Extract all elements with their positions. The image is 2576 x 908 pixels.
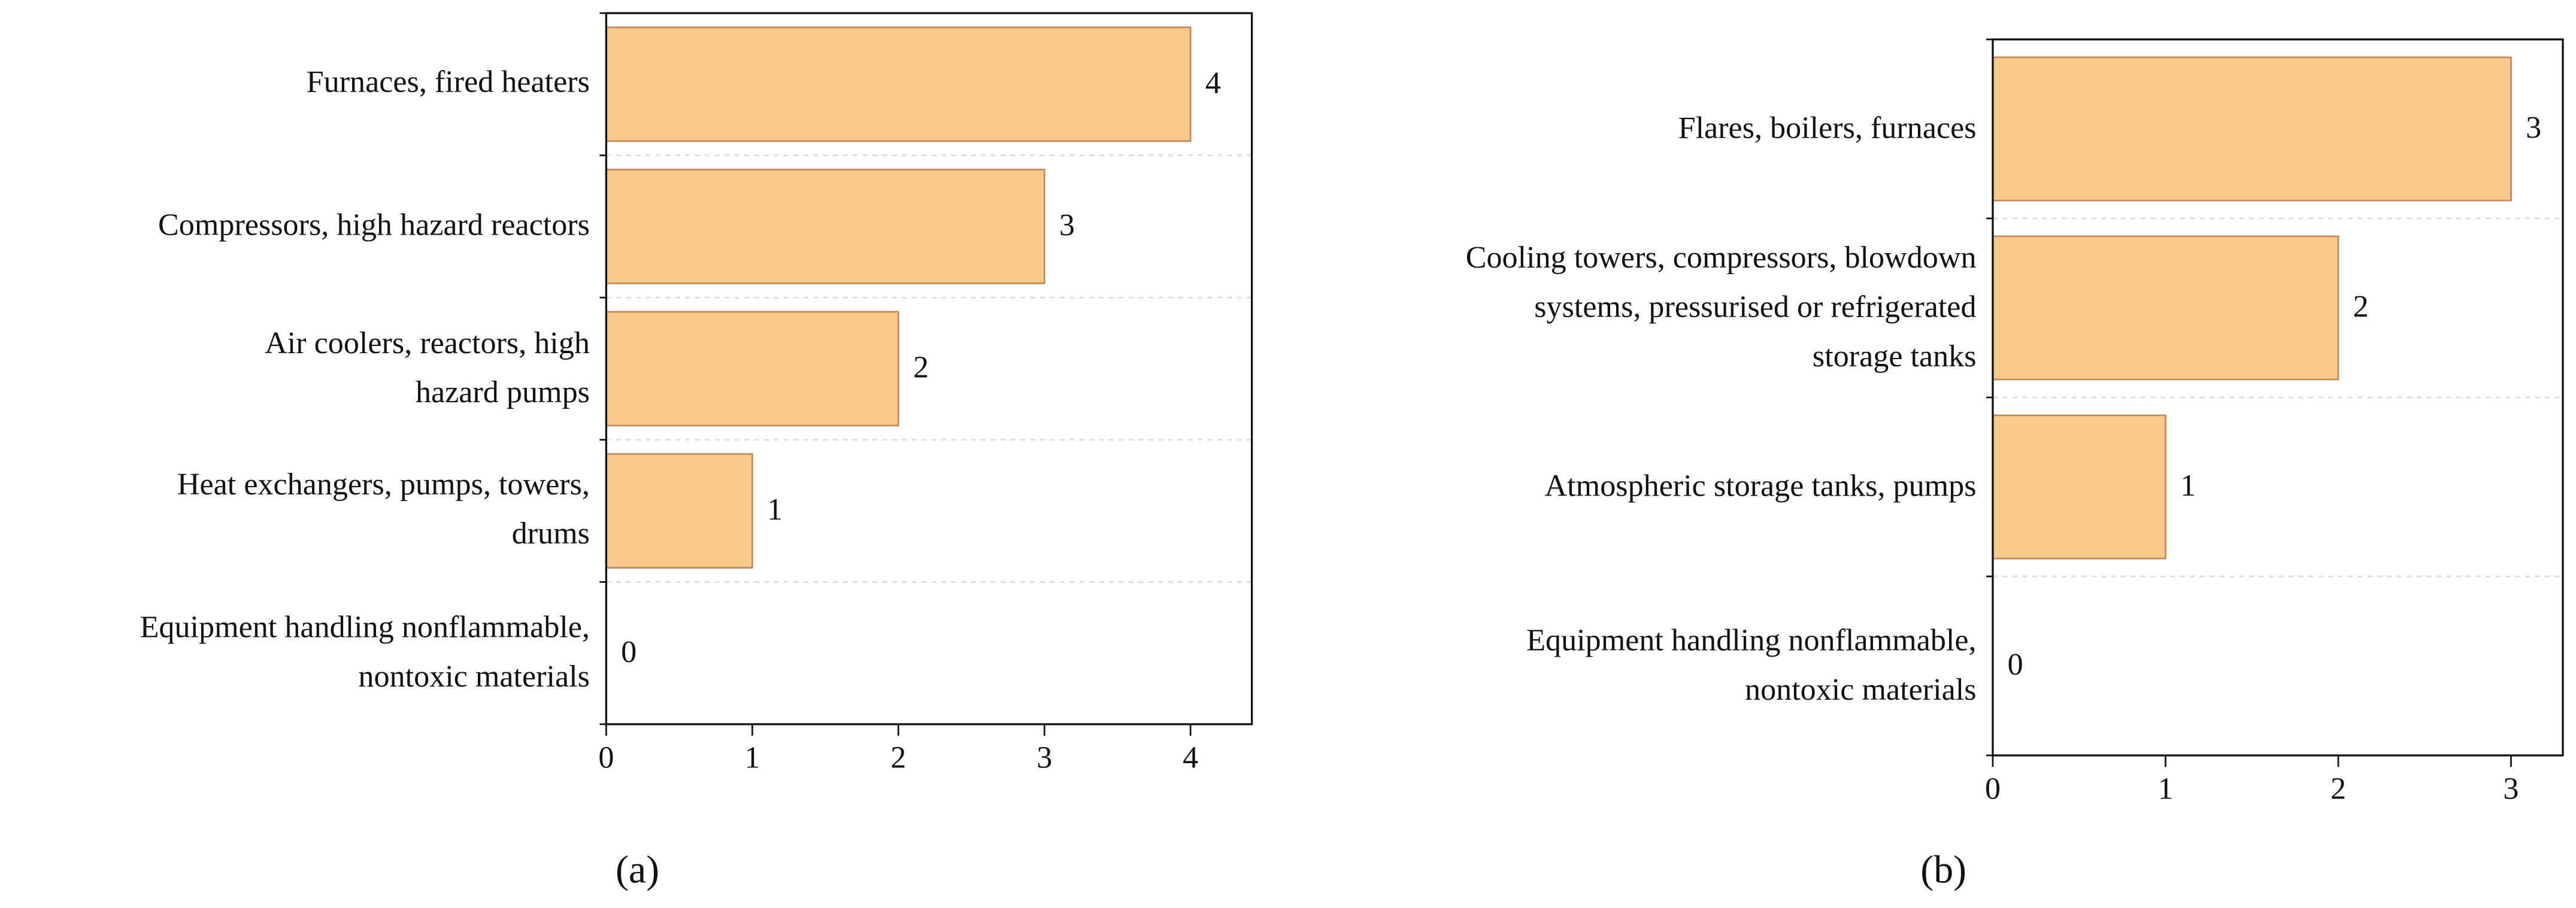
- x-tick-label: 0: [1985, 772, 2001, 806]
- bar: [1992, 414, 2166, 560]
- value-label: 2: [913, 351, 929, 385]
- y-tick-label: Cooling towers, compressors, blowdown sy…: [1465, 240, 1977, 374]
- x-tick-label: 1: [2157, 772, 2173, 806]
- x-tick-label: 4: [1183, 740, 1198, 775]
- x-tick-label: 3: [2503, 772, 2519, 806]
- y-tick-label: Flares, boilers, furnaces: [1678, 111, 1977, 145]
- x-tick-label: 3: [1037, 740, 1052, 775]
- value-label: 0: [2008, 648, 2023, 682]
- value-label: 3: [1059, 208, 1075, 242]
- caption: (a): [616, 848, 659, 892]
- plot-frame: [605, 12, 1253, 725]
- value-label: 0: [621, 635, 637, 669]
- bar: [605, 453, 753, 569]
- value-label: 1: [2180, 469, 2196, 503]
- y-tick-label: Furnaces, fired heaters: [306, 66, 590, 101]
- value-label: 1: [767, 493, 783, 527]
- value-label: 3: [2526, 111, 2541, 145]
- y-tick-label: Compressors, high hazard reactors: [158, 208, 590, 243]
- bar: [605, 168, 1045, 284]
- x-tick-label: 0: [598, 740, 614, 775]
- value-label: 2: [2353, 290, 2369, 324]
- bar: [1992, 235, 2339, 381]
- x-tick-label: 2: [890, 740, 906, 775]
- x-tick-label: 1: [744, 740, 760, 775]
- caption: (b): [1920, 848, 1966, 892]
- y-tick-label: Atmospheric storage tanks, pumps: [1544, 469, 1977, 503]
- bar: [605, 311, 899, 427]
- y-tick-label: Air coolers, reactors, high hazard pumps: [265, 326, 590, 410]
- value-label: 4: [1205, 66, 1221, 100]
- y-tick-label: Heat exchangers, pumps, towers, drums: [177, 468, 590, 552]
- plot-frame: [1992, 38, 2564, 757]
- x-tick-label: 2: [2330, 772, 2346, 806]
- bar: [1992, 56, 2512, 202]
- y-tick-label: Equipment handling nonflammable, nontoxi…: [1526, 623, 1977, 707]
- y-tick-label: Equipment handling nonflammable, nontoxi…: [140, 610, 590, 694]
- bar: [605, 26, 1192, 142]
